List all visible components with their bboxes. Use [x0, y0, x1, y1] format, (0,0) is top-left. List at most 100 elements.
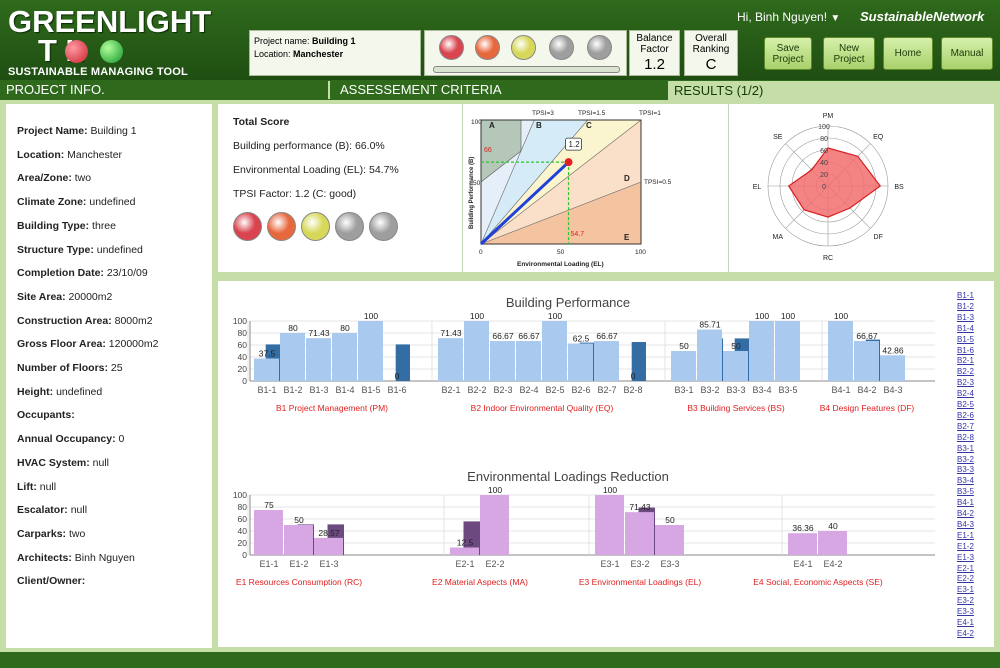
score-panel: Total Score Building performance (B): 66…	[218, 104, 994, 272]
value-label: 71.43	[629, 502, 651, 512]
criteria-link[interactable]: E3-3	[957, 607, 974, 617]
group-label: E2 Material Aspects (MA)	[432, 577, 528, 587]
criteria-link[interactable]: B3-5	[957, 487, 974, 497]
grey-light-icon	[549, 35, 574, 60]
user-menu[interactable]: Hi, Binh Nguyen! ▼	[737, 10, 840, 24]
chevron-down-icon[interactable]: ▼	[830, 13, 841, 24]
criteria-link[interactable]: B1-4	[957, 323, 974, 333]
radar-area	[787, 147, 882, 218]
home-button[interactable]: Home	[883, 37, 933, 70]
balance-factor-box: Balance Factor 1.2	[629, 30, 680, 76]
red-light-icon	[439, 35, 464, 60]
info-value: undefined	[93, 243, 143, 256]
info-row: HVAC System: null	[17, 457, 109, 469]
info-row: Carparks: two	[17, 528, 85, 540]
save-project-button[interactable]: Save Project	[764, 37, 812, 70]
tab-assessment-criteria[interactable]: ASSESSEMENT CRITERIA	[340, 82, 502, 97]
criteria-link[interactable]: E3-1	[957, 585, 974, 595]
criteria-link[interactable]: E2-1	[957, 563, 974, 573]
criteria-link[interactable]: B2-5	[957, 400, 974, 409]
info-row: Escalator: null	[17, 504, 87, 516]
info-row: Gross Floor Area: 120000m2	[17, 338, 158, 350]
criteria-link[interactable]: E4-1	[957, 618, 974, 627]
criteria-link[interactable]: B2-8	[957, 432, 974, 442]
info-row: Client/Owner:	[17, 575, 85, 587]
criteria-link[interactable]: E3-2	[957, 596, 974, 606]
tab-project-info[interactable]: PROJECT INFO.	[0, 81, 330, 99]
criteria-link[interactable]: B4-3	[957, 519, 974, 529]
criteria-link[interactable]: B4-1	[957, 498, 974, 508]
value-bar	[542, 321, 567, 381]
x-tick: E4-1	[793, 559, 812, 569]
criteria-link[interactable]: B1-5	[957, 334, 974, 344]
value-label: 12.5	[457, 538, 474, 548]
criteria-link[interactable]: E1-3	[957, 552, 974, 562]
criteria-link[interactable]: E2-2	[957, 574, 974, 584]
radar-tick: 80	[820, 136, 828, 143]
chart-title: Environmental Loadings Reduction	[467, 469, 669, 484]
value-bar	[594, 340, 619, 381]
brand-logo: SustainableNetwork	[860, 9, 985, 24]
criteria-link[interactable]: B3-2	[957, 454, 974, 464]
criteria-link[interactable]: B2-3	[957, 378, 974, 388]
criteria-link[interactable]: B2-2	[957, 367, 974, 377]
value-label: 66.67	[492, 331, 514, 341]
radar-axis-label: PM	[823, 113, 834, 120]
info-row: Completion Date: 23/10/09	[17, 267, 148, 279]
info-label: Construction Area:	[17, 314, 112, 327]
info-row: Building Type: three	[17, 220, 116, 232]
info-label: Building Type:	[17, 219, 90, 232]
criteria-link[interactable]: B1-2	[957, 301, 974, 311]
value-bar	[284, 525, 313, 555]
x-tick: B1-1	[257, 385, 276, 395]
info-value: 120000m2	[105, 338, 159, 351]
criteria-link[interactable]: B2-7	[957, 421, 974, 431]
y-tick: 80	[238, 328, 248, 338]
group-label: B2 Indoor Environmental Quality (EQ)	[471, 403, 614, 413]
new-project-button[interactable]: New Project	[823, 37, 875, 70]
criteria-link[interactable]: B1-1	[957, 291, 974, 300]
bar-charts: Building Performance 0 20 40 60 80 100 37.5 B1-1…	[233, 295, 935, 587]
value-label: 100	[755, 311, 769, 321]
value-label: 75	[264, 500, 274, 510]
value-label: 80	[340, 323, 350, 333]
criteria-link[interactable]: B2-4	[957, 389, 974, 399]
criteria-link[interactable]: B2-1	[957, 356, 974, 366]
target-bar	[631, 342, 646, 381]
value-label: 0	[395, 371, 400, 381]
value-label: 100	[470, 311, 484, 321]
yellow-light-icon	[301, 212, 330, 241]
x-tick: B1-6	[387, 385, 406, 395]
value-label: 85.71	[699, 320, 721, 330]
criteria-link[interactable]: E4-2	[957, 628, 974, 638]
value-bar	[464, 321, 489, 381]
tpsi-chart: TPSI=3 TPSI=1.5 TPSI=1 TPSI=0.5 A B C D E 100 50 0 5…	[469, 110, 672, 268]
radar-axis-label: RC	[823, 255, 833, 262]
x-tick: 0	[479, 249, 483, 256]
criteria-link[interactable]: B1-6	[957, 345, 974, 355]
criteria-link[interactable]: B3-3	[957, 465, 974, 475]
value-label: 37.5	[259, 349, 276, 359]
criteria-link[interactable]: B2-6	[957, 410, 974, 420]
logo-green-light-icon	[100, 40, 123, 63]
overall-ranking-box: Overall Ranking C	[684, 30, 738, 76]
criteria-link[interactable]: E1-2	[957, 541, 974, 551]
tab-results[interactable]: RESULTS (1/2)	[668, 81, 1000, 100]
value-label: 0	[631, 371, 636, 381]
criteria-link[interactable]: B4-2	[957, 509, 974, 518]
x-tick: B3-5	[778, 385, 797, 395]
radar-axis-label: DF	[874, 234, 883, 241]
criteria-link[interactable]: E1-1	[957, 530, 974, 540]
value-bar	[818, 531, 847, 555]
manual-button[interactable]: Manual	[941, 37, 993, 70]
value-bar	[749, 321, 774, 381]
location-value: Manchester	[293, 49, 344, 59]
criteria-link[interactable]: B1-3	[957, 312, 974, 322]
value-bar	[314, 537, 343, 555]
criteria-link[interactable]: B3-1	[957, 443, 974, 453]
info-label: Escalator:	[17, 504, 68, 517]
x-tick: 50	[557, 249, 565, 256]
tpsi-line	[480, 119, 642, 245]
criteria-link[interactable]: B3-4	[957, 476, 974, 486]
info-value: null	[67, 504, 88, 517]
